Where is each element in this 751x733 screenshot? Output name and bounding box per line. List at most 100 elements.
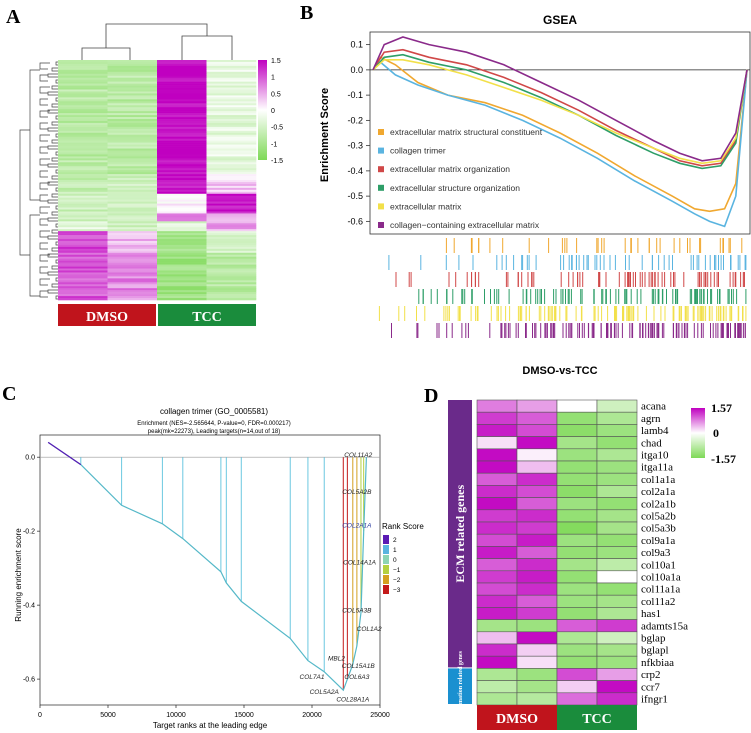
- heatmap-cell: [206, 168, 257, 171]
- c-gene-label: COL5A3B: [342, 608, 372, 615]
- heatmap-cell: [107, 260, 158, 263]
- column-dendrogram: [81, 23, 233, 60]
- heatmap-cell: [206, 254, 257, 258]
- heatmap-cell: [157, 111, 207, 114]
- d-heatmap-cell: [596, 436, 638, 450]
- heatmap-cell: [157, 227, 207, 230]
- column-dendrogram-left: [81, 47, 131, 60]
- colorbar-a-tick-label: -0.5: [271, 125, 283, 132]
- heatmap-cell: [58, 132, 108, 136]
- heatmap-cell: [157, 195, 207, 199]
- heatmap-cell: [157, 274, 207, 277]
- d-heatmap-cell: [596, 521, 638, 535]
- heatmap-cell: [206, 239, 257, 242]
- heatmap-cell: [107, 178, 158, 181]
- d-row-label: bglapl: [641, 645, 669, 657]
- gsea-legend-label: extracellular matrix structural constitu…: [390, 127, 543, 137]
- group-dmso-bar: [58, 304, 156, 326]
- heatmap-cell: [58, 248, 108, 252]
- heatmap-cell: [58, 130, 108, 134]
- heatmap-cell: [58, 146, 108, 149]
- heatmap-cell: [58, 254, 108, 258]
- heatmap-cell: [157, 266, 207, 269]
- c-legend-title: Rank Score: [382, 522, 424, 531]
- heatmap-cell: [107, 75, 158, 79]
- d-heatmap-cell: [556, 460, 598, 474]
- d-heatmap-cell: [596, 497, 638, 511]
- heatmap-cell: [206, 199, 257, 202]
- heatmap-cell: [157, 103, 207, 106]
- c-legend-swatch: [383, 535, 389, 544]
- heatmap-cell: [107, 120, 158, 124]
- heatmap-cell: [58, 91, 108, 94]
- heatmap-cell: [157, 231, 207, 234]
- heatmap-cell: [206, 146, 257, 149]
- heatmap-cell: [157, 79, 207, 82]
- column-dendrogram-root: [105, 23, 208, 48]
- heatmap-cell: [157, 181, 207, 185]
- heatmap-cell: [107, 270, 158, 273]
- heatmap-cell: [107, 246, 158, 250]
- heatmap-cell: [157, 268, 207, 271]
- heatmap-cell: [107, 97, 158, 100]
- heatmap-cell: [107, 85, 158, 88]
- heatmap-cell: [206, 187, 257, 191]
- gsea-legend-swatch: [378, 222, 384, 228]
- heatmap-cell: [157, 189, 207, 193]
- row-dendrogram-branches: [19, 61, 58, 300]
- heatmap-cell: [58, 87, 108, 90]
- d-heatmap-cell: [596, 570, 638, 584]
- d-group-dmso-bar: [477, 705, 557, 730]
- heatmap-cell: [58, 83, 108, 86]
- d-heatmap-cell: [556, 509, 598, 523]
- d-row-label: itga11a: [641, 462, 673, 474]
- heatmap-cell: [206, 158, 257, 161]
- heatmap-cell: [206, 119, 257, 122]
- gsea-legend-swatch: [378, 203, 384, 210]
- d-row-labels: acanaagrnlamb4chaditga10itga11acol1a1aco…: [641, 401, 688, 706]
- heatmap-cell: [157, 217, 207, 220]
- d-heatmap-cell: [596, 509, 638, 523]
- heatmap-cell: [58, 217, 108, 220]
- heatmap-cell: [206, 231, 257, 234]
- heatmap-cell: [206, 154, 257, 157]
- heatmap-cell: [206, 290, 257, 293]
- d-heatmap-cell: [516, 594, 558, 608]
- heatmap-cell: [107, 124, 158, 128]
- heatmap-cell: [107, 170, 158, 173]
- heatmap-cell: [157, 193, 207, 197]
- heatmap-cell: [206, 292, 257, 295]
- d-heatmap-cell: [556, 619, 598, 633]
- d-row-label: acana: [641, 401, 666, 413]
- heatmap-cell: [157, 168, 207, 171]
- heatmap-cell: [157, 201, 207, 204]
- heatmap-cell: [206, 229, 257, 232]
- c-hit-drops: [80, 457, 365, 691]
- heatmap-cell: [157, 152, 207, 155]
- c-gene-label: COL5A2A: [310, 689, 339, 696]
- heatmap-cell: [107, 197, 158, 200]
- d-heatmap-cell: [596, 668, 638, 681]
- heatmap-cell: [107, 142, 158, 145]
- colorbar-a-ticks: 1.5 1 0.5 0 -0.5 -1 -1.5: [271, 58, 283, 165]
- heatmap-cell: [107, 298, 158, 301]
- heatmap-cell: [107, 117, 158, 120]
- heatmap-cell: [58, 166, 108, 169]
- d-heatmap-cell: [516, 497, 558, 511]
- d-row-label: col5a3b: [641, 523, 676, 535]
- d-row-label: ifngr1: [641, 694, 668, 706]
- heatmap-cell: [58, 231, 108, 234]
- heatmap-cell: [107, 256, 158, 259]
- d-heatmap-cell: [516, 436, 558, 450]
- heatmap-cell: [157, 256, 207, 259]
- heatmap-cell: [206, 140, 257, 143]
- heatmap-cell: [107, 134, 158, 138]
- d-heatmap-cell: [476, 485, 518, 498]
- heatmap-cell: [58, 119, 108, 122]
- heatmap-cell: [157, 164, 207, 167]
- heatmap-cell: [107, 152, 158, 155]
- heatmap-cell: [157, 240, 207, 244]
- d-heatmap-cell: [476, 448, 518, 462]
- heatmap-cell: [206, 97, 257, 100]
